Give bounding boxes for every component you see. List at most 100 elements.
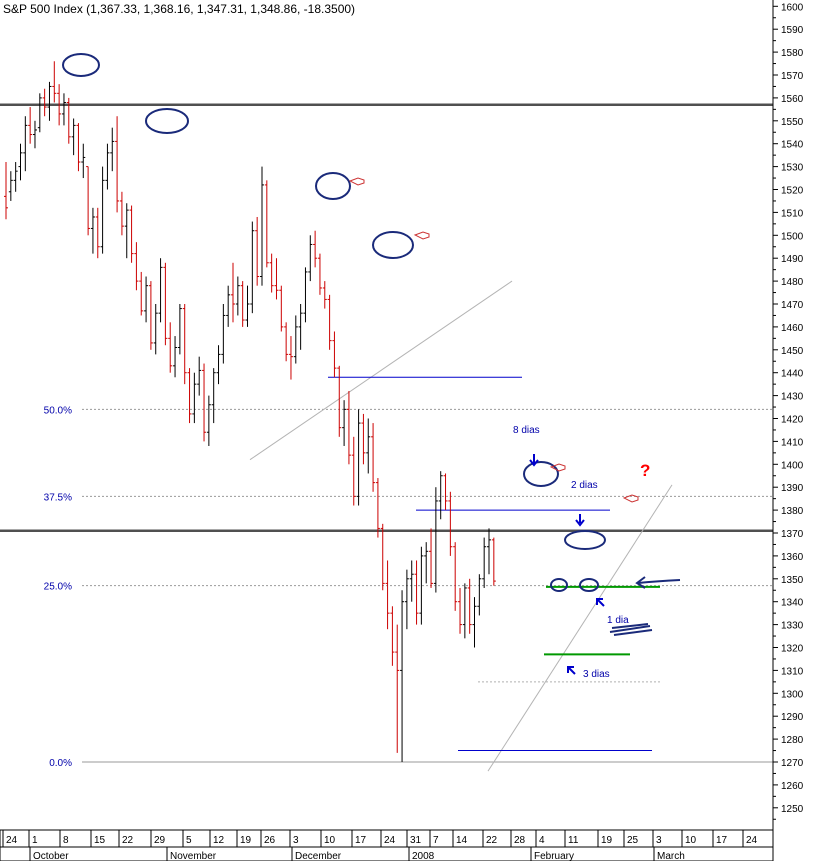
price-bar xyxy=(187,368,192,424)
y-tick-label: 1430 xyxy=(781,392,804,403)
price-bar xyxy=(380,523,385,591)
price-bar xyxy=(259,166,264,286)
y-tick-label: 1550 xyxy=(781,117,804,128)
month-label: February xyxy=(534,851,574,861)
price-bar xyxy=(216,345,221,385)
price-bar xyxy=(23,116,28,172)
price-bar xyxy=(177,304,182,355)
price-bar xyxy=(298,304,303,350)
y-tick-label: 1420 xyxy=(781,415,804,426)
price-bar xyxy=(472,597,477,648)
price-bar xyxy=(356,409,361,506)
axes-layer: 1250126012701280129013001310132013301340… xyxy=(0,0,804,861)
price-bar xyxy=(221,304,226,364)
price-bar xyxy=(322,281,327,309)
pointing-hand-icon xyxy=(549,463,566,472)
price-bar xyxy=(57,84,62,126)
y-tick-label: 1470 xyxy=(781,300,804,311)
y-tick-label: 1290 xyxy=(781,712,804,723)
price-bar xyxy=(90,207,95,254)
day-count-annotation: 3 dias xyxy=(583,669,610,680)
price-bar xyxy=(317,253,322,295)
scribble-mark xyxy=(609,623,653,636)
pointing-hand-icon xyxy=(622,494,639,503)
month-label: 2008 xyxy=(412,851,435,861)
x-tick-label: 8 xyxy=(63,835,69,846)
price-bars-layer xyxy=(4,61,496,762)
y-tick-label: 1340 xyxy=(781,598,804,609)
y-tick-label: 1370 xyxy=(781,529,804,540)
price-bar xyxy=(308,235,313,282)
price-bar xyxy=(424,542,429,584)
x-tick-label: 17 xyxy=(355,835,367,846)
x-tick-label: 11 xyxy=(568,835,579,846)
x-tick-label: 17 xyxy=(716,835,728,846)
price-bar xyxy=(288,336,293,380)
x-tick-label: 3 xyxy=(293,835,299,846)
x-tick-label: 1 xyxy=(32,835,38,846)
price-bar xyxy=(81,143,86,179)
month-label: October xyxy=(33,851,69,861)
price-bar xyxy=(361,413,366,465)
y-tick-label: 1480 xyxy=(781,277,804,288)
price-bar xyxy=(313,230,318,268)
price-bar xyxy=(37,93,42,133)
price-bar xyxy=(8,171,13,201)
price-bar xyxy=(395,624,400,753)
x-axis-box xyxy=(0,829,774,861)
price-bar xyxy=(158,258,163,323)
x-tick-label: 19 xyxy=(240,835,252,846)
price-bar xyxy=(462,583,467,639)
price-bar xyxy=(327,294,332,350)
y-tick-label: 1600 xyxy=(781,2,804,13)
price-bar xyxy=(66,97,71,144)
x-tick-label: 5 xyxy=(186,835,192,846)
price-bar xyxy=(206,395,211,446)
y-tick-label: 1320 xyxy=(781,644,804,655)
x-tick-label: 12 xyxy=(213,835,225,846)
price-bar xyxy=(250,221,255,314)
price-bar xyxy=(409,560,414,602)
x-tick-label: 26 xyxy=(264,835,276,846)
price-bar xyxy=(42,88,47,117)
price-bar xyxy=(61,93,66,126)
annotation-circle xyxy=(315,172,351,200)
x-tick-label: 24 xyxy=(746,835,758,846)
price-bar xyxy=(235,276,240,316)
x-tick-label: 14 xyxy=(456,835,468,846)
pointing-hand-icon xyxy=(348,177,365,186)
y-tick-label: 1300 xyxy=(781,689,804,700)
day-count-annotation: 2 dias xyxy=(571,480,598,491)
x-tick-label: 22 xyxy=(122,835,134,846)
price-bar xyxy=(453,542,458,611)
month-label: March xyxy=(657,851,685,861)
fib-level-label: 0.0% xyxy=(49,758,72,769)
price-bar xyxy=(404,569,409,630)
x-tick-label: 7 xyxy=(433,835,439,846)
y-tick-label: 1500 xyxy=(781,231,804,242)
annotation-circle xyxy=(550,578,568,592)
y-tick-label: 1390 xyxy=(781,483,804,494)
y-tick-label: 1310 xyxy=(781,666,804,677)
price-bar xyxy=(332,331,337,378)
price-bar xyxy=(293,315,298,364)
price-bar xyxy=(52,61,57,103)
fibonacci-levels-layer: 50.0% 37.5% 25.0% 0.0% xyxy=(44,405,773,769)
y-tick-label: 1490 xyxy=(781,254,804,265)
y-tick-label: 1560 xyxy=(781,94,804,105)
x-tick-label: 10 xyxy=(324,835,336,846)
price-bar xyxy=(429,528,434,588)
annotation-circle xyxy=(62,53,100,77)
price-bar xyxy=(148,281,153,350)
y-tick-label: 1570 xyxy=(781,71,804,82)
price-bar xyxy=(274,258,279,300)
x-tick-label: 19 xyxy=(601,835,613,846)
y-tick-label: 1510 xyxy=(781,208,804,219)
pointing-hand-icon xyxy=(413,231,430,240)
y-tick-label: 1270 xyxy=(781,758,804,769)
price-bar xyxy=(153,304,158,355)
x-tick-label: 4 xyxy=(539,835,545,846)
y-tick-label: 1280 xyxy=(781,735,804,746)
price-bar xyxy=(337,365,342,437)
